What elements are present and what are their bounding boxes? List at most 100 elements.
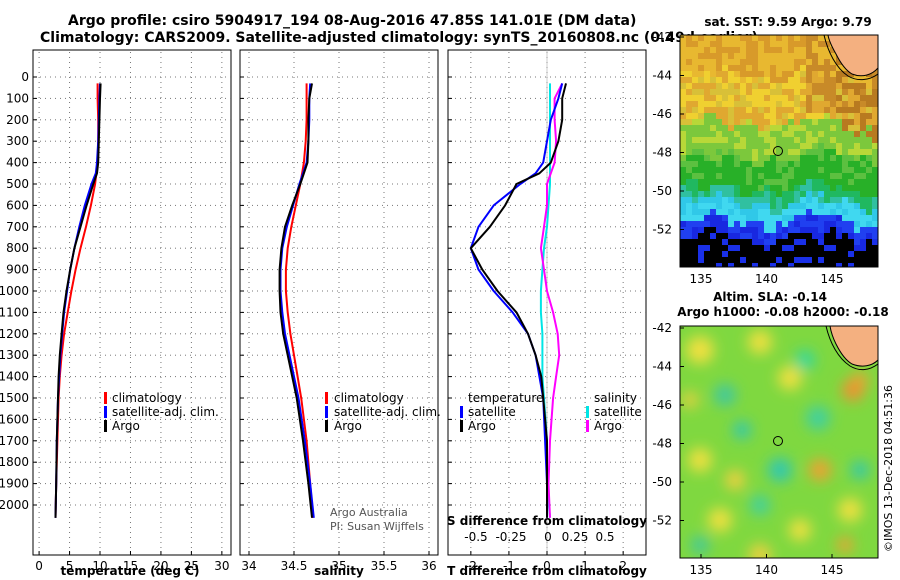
temperature-series [54, 83, 102, 518]
salinity-x-ticks: 34 34.5 35 35.5 36 [241, 551, 437, 573]
lat-tick-label: -42 [652, 30, 672, 44]
lat-tick-label: -48 [652, 437, 672, 451]
legend-label-satellite: satellite-adj. clim. [112, 405, 219, 419]
s-difference-label: S difference from climatology [447, 514, 647, 528]
x-tick-label: 5 [66, 559, 74, 573]
s-tick-label: 0 [544, 530, 552, 544]
sst-map-field [680, 35, 878, 267]
salinity-series [278, 83, 315, 518]
legend-label-t-argo: Argo [468, 419, 496, 433]
legend-label-climatology: climatology [112, 391, 182, 405]
lat-tick-label: -52 [652, 514, 672, 528]
lon-tick-label: 135 [690, 272, 713, 286]
lon-tick-label: 135 [690, 563, 713, 577]
series-s-argo [539, 82, 564, 518]
x-tick-label: -1 [503, 559, 515, 573]
series-climatology [54, 83, 100, 518]
depth-tick-label: 1900 [0, 477, 29, 491]
sla-map-ticks: -42 -44 -46 -48 -50 -52 135 140 145 [652, 321, 843, 577]
depth-tick-label: 1000 [0, 284, 29, 298]
sla-map-frame [679, 325, 879, 559]
x-tick-label: 30 [214, 559, 229, 573]
sst-map-ticks: -42 -44 -46 -48 -50 -52 135 140 145 [652, 30, 843, 286]
x-tick-label: 36 [421, 559, 436, 573]
x-tick-label: -2 [465, 559, 477, 573]
argo-position-marker [773, 146, 783, 156]
salinity-xlabel: salinity [314, 564, 364, 578]
legend-swatch-satellite [325, 406, 328, 418]
lat-tick-label: -42 [652, 321, 672, 335]
coast-contour [823, 35, 878, 81]
legend-label-satellite: satellite-adj. clim. [334, 405, 441, 419]
legend-swatch-s-argo [586, 420, 589, 432]
lon-tick-label: 145 [821, 272, 844, 286]
legend-swatch-argo [104, 420, 107, 432]
salinity-panel-grid [240, 52, 438, 553]
lat-tick-label: -52 [652, 223, 672, 237]
sla-map-field [680, 326, 878, 558]
header-line-1: Argo profile: csiro 5904917_194 08-Aug-2… [68, 13, 636, 29]
s-tick-label: -0.25 [495, 530, 526, 544]
lat-tick-label: -44 [652, 360, 672, 374]
depth-tick-label: 1500 [0, 391, 29, 405]
x-tick-label: 10 [92, 559, 107, 573]
depth-tick-label: 200 [6, 113, 29, 127]
legend-label-argo: Argo [334, 419, 362, 433]
legend-swatch-argo [325, 420, 328, 432]
legend-swatch-t-satellite [460, 406, 463, 418]
x-tick-label: 0 [543, 559, 551, 573]
series-climatology [284, 83, 314, 518]
x-tick-label: 35.5 [371, 559, 398, 573]
sst-map: sat. SST: 9.59 Argo: 9.79 -42 -44 -46 -48 -5… [652, 15, 879, 286]
depth-tick-label: 600 [6, 198, 29, 212]
salinity-panel: 34 34.5 35 35.5 36 salinity climatology sate… [239, 49, 441, 578]
depth-tick-label: 1100 [0, 305, 29, 319]
s-tick-label: 0.25 [562, 530, 589, 544]
x-tick-label: 35 [331, 559, 346, 573]
s-difference-ticks: -0.5 -0.25 0 0.25 0.5 [464, 530, 614, 544]
sla-map-title-2: Argo h1000: -0.08 h2000: -0.18 [677, 305, 888, 319]
depth-tick-label: 400 [6, 156, 29, 170]
legend-swatch-climatology [104, 392, 107, 404]
lon-tick-label: 145 [821, 563, 844, 577]
legend-label-t-satellite: satellite [468, 405, 516, 419]
series-satellite-adj [54, 83, 101, 518]
argo-position-marker [773, 436, 783, 446]
depth-tick-label: 800 [6, 241, 29, 255]
x-tick-label: 25 [184, 559, 199, 573]
x-tick-label: 15 [123, 559, 138, 573]
lat-tick-label: -50 [652, 184, 672, 198]
credit-line-2: PI: Susan Wijffels [330, 520, 424, 533]
legend-label-s-satellite: satellite [594, 405, 642, 419]
legend-title-temperature: temperature [468, 391, 543, 405]
lon-tick-label: 140 [755, 563, 778, 577]
depth-tick-label: 1700 [0, 434, 29, 448]
s-tick-label: 0.5 [595, 530, 614, 544]
legend-swatch-s-satellite [586, 406, 589, 418]
depth-tick-label: 2000 [0, 498, 29, 512]
legend-label-s-argo: Argo [594, 419, 622, 433]
lat-tick-label: -46 [652, 107, 672, 121]
lat-tick-label: -48 [652, 146, 672, 160]
header-line-2: Climatology: CARS2009. Satellite-adjuste… [40, 30, 758, 46]
sla-map-title-1: Altim. SLA: -0.14 [713, 290, 827, 304]
depth-tick-label: 300 [6, 134, 29, 148]
legend-swatch-t-argo [460, 420, 463, 432]
series-t-satellite [469, 83, 564, 518]
depth-tick-label: 1800 [0, 455, 29, 469]
difference-legend: temperature satellite Argo salinity sate… [460, 391, 642, 433]
lat-tick-label: -44 [652, 69, 672, 83]
s-tick-label: -0.5 [464, 530, 487, 544]
depth-tick-label: 0 [21, 70, 29, 84]
coast-contour [825, 326, 878, 371]
depth-tick-label: 1400 [0, 370, 29, 384]
difference-series [469, 82, 567, 518]
legend-swatch-satellite [104, 406, 107, 418]
land-tasmania [829, 326, 878, 367]
credit-line-1: Argo Australia [330, 506, 408, 519]
lat-tick-label: -46 [652, 398, 672, 412]
depth-tick-label: 500 [6, 177, 29, 191]
depth-tick-label: 1600 [0, 412, 29, 426]
temperature-xlabel: temperature (deg C) [61, 564, 200, 578]
